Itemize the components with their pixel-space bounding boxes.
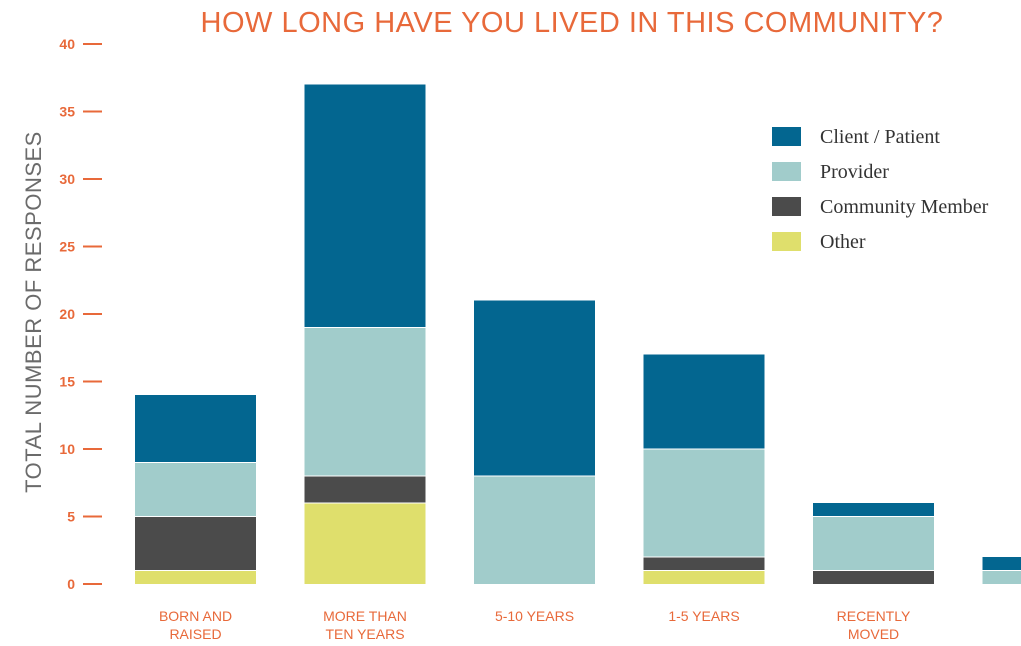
y-tick-label: 40	[59, 36, 75, 52]
legend-label: Provider	[820, 161, 889, 183]
bar-segment	[474, 300, 595, 476]
bar-segment	[135, 462, 256, 517]
x-axis: BORN AND RAISED MORE THAN TEN YEARS 5-10 YEA…	[159, 608, 911, 642]
bars	[135, 84, 1021, 584]
bar-segment	[474, 476, 595, 584]
legend-swatch	[772, 127, 801, 146]
x-tick-label: BORN AND RAISED	[159, 608, 232, 642]
bar-segment	[813, 516, 934, 571]
x-tick-label: 1-5 YEARS	[668, 608, 739, 624]
bar-segment	[813, 570, 934, 584]
bar-segment	[643, 449, 765, 557]
y-axis-label: TOTAL NUMBER OF RESPONSES	[21, 131, 46, 493]
x-tick-label: 5-10 YEARS	[495, 608, 574, 624]
bar-segment	[135, 516, 256, 571]
y-tick-label: 0	[67, 576, 75, 592]
x-tick-label: MORE THAN TEN YEARS	[323, 608, 407, 642]
bar-segment	[304, 476, 426, 503]
legend-label: Client / Patient	[820, 126, 940, 148]
bar-segment	[813, 503, 934, 517]
legend-swatch	[772, 232, 801, 251]
bar-segment	[982, 570, 1021, 584]
legend: Client / Patient Provider Community Member…	[772, 126, 989, 253]
legend-swatch	[772, 197, 801, 216]
bar-segment	[304, 84, 426, 328]
bar-segment	[304, 503, 426, 584]
bar-segment	[135, 395, 256, 463]
legend-label: Community Member	[820, 196, 989, 218]
y-tick-label: 10	[59, 441, 75, 457]
bar-segment	[643, 570, 765, 584]
legend-label: Other	[820, 231, 866, 253]
bar-segment	[982, 557, 1021, 571]
bar-segment	[643, 557, 765, 571]
y-tick-label: 35	[59, 104, 75, 120]
x-tick-label: RECENTLY MOVED	[837, 608, 911, 642]
bar-segment	[304, 327, 426, 476]
y-axis: 0 5 10 15 20 25 30 35 40	[59, 36, 102, 592]
y-tick-label: 5	[67, 509, 75, 525]
y-tick-label: 20	[59, 306, 75, 322]
bar-segment	[643, 354, 765, 449]
y-tick-label: 30	[59, 171, 75, 187]
y-tick-label: 15	[59, 374, 75, 390]
chart-title: HOW LONG HAVE YOU LIVED IN THIS COMMUNIT…	[201, 7, 944, 39]
legend-swatch	[772, 162, 801, 181]
bar-segment	[135, 570, 256, 584]
y-tick-label: 25	[59, 239, 75, 255]
